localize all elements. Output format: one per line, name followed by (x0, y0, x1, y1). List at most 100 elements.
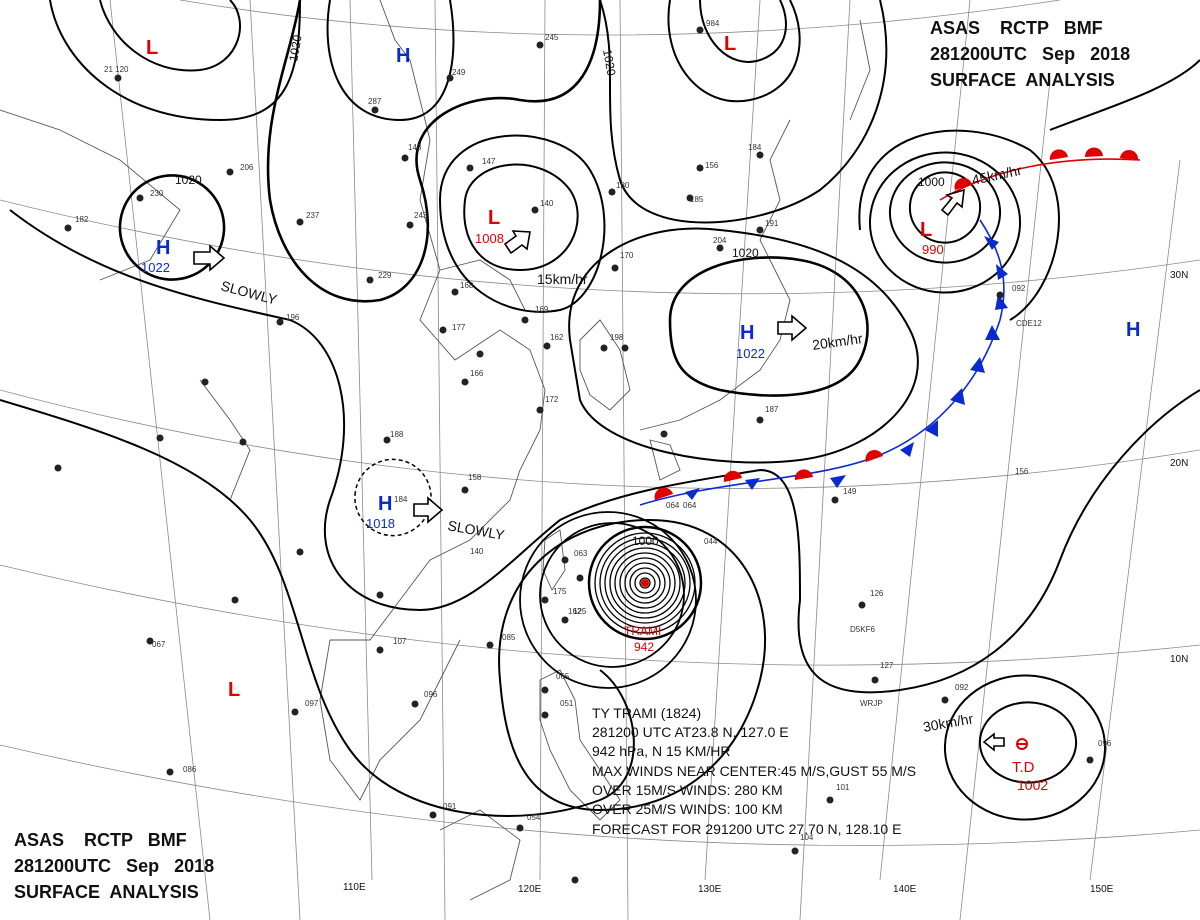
bulletin-line: TY TRAMI (1824) (592, 705, 701, 721)
lon-label: 120E (518, 884, 542, 895)
station-label: 156 (1015, 467, 1029, 476)
low-center-letter: L (724, 33, 736, 55)
station-label: 249 (452, 68, 466, 77)
station-label: D5KF6 (850, 625, 875, 634)
bulletin-line: MAX WINDS NEAR CENTER:45 M/S,GUST 55 M/S (592, 763, 916, 779)
motion-label: SLOWLY (219, 277, 279, 307)
central-pressure: 1008 (475, 231, 504, 246)
station-label: 065 (556, 672, 570, 681)
central-pressure: 1022 (736, 346, 765, 361)
motion-arrow-icon (940, 188, 965, 217)
central-pressures: 1022 1008 1022 990 1018 (141, 231, 944, 531)
typhoon-center: TRAMI 942 (624, 579, 661, 654)
station-label: 086 (183, 765, 197, 774)
coast-japan (639, 119, 791, 431)
isobar-990-4 (858, 129, 1060, 321)
station-label: 127 (880, 661, 894, 670)
station-label: 126 (870, 589, 884, 598)
coast-west (0, 109, 251, 501)
header-top-right: ASAS RCTP BMF 281200UTC Sep 2018 SURFACE… (930, 18, 1130, 90)
parallel-40n (179, 0, 1061, 36)
station-label: 140 (470, 547, 484, 556)
coast-indochina (319, 639, 461, 801)
station-label: 287 (368, 97, 382, 106)
motion-arrow-icon (193, 244, 226, 272)
station-label: WRJP (860, 699, 883, 708)
station-label: 147 (482, 157, 496, 166)
meridian-135e (799, 0, 851, 920)
station-label: 140 (540, 199, 554, 208)
high-center-letter: H (156, 237, 170, 259)
coast-philippines (539, 669, 621, 821)
station-label: 230 (150, 189, 164, 198)
high-center-letter: H (1126, 319, 1140, 341)
station-label: 166 (470, 369, 484, 378)
station-label: 188 (390, 430, 404, 439)
motion-arrow-icon (982, 732, 1005, 752)
bulletin-line: 281200 UTC AT23.8 N, 127.0 E (592, 724, 789, 740)
motion-label: 30km/hr (922, 710, 975, 735)
station-label: 054 (527, 813, 541, 822)
meridian-110e (349, 0, 373, 881)
high-center-letter: H (396, 45, 410, 67)
isobar-ne-low-inner (699, 0, 787, 63)
lat-label: 20N (1170, 458, 1188, 469)
station-labels: 21 120 245 984 249 287 156 184 206 148 147 180 185 2… (75, 19, 1112, 842)
station-label: 064 (683, 501, 697, 510)
isobar-far-northwest (49, 0, 301, 122)
header-line: SURFACE ANALYSIS (14, 882, 199, 902)
parallel-20n (0, 389, 1200, 489)
station-label: 101 (836, 783, 850, 792)
isobar-td-2 (943, 674, 1107, 821)
isobar-typhoon-outer (498, 518, 767, 812)
station-label: 096 (424, 690, 438, 699)
meridian-105e (249, 0, 301, 920)
station-label: 206 (240, 163, 254, 172)
typhoon-pressure: 942 (634, 640, 654, 654)
station-label: 198 (610, 333, 624, 342)
header-bottom-left: ASAS RCTP BMF 281200UTC Sep 2018 SURFACE… (14, 830, 214, 902)
parallel-30n (0, 199, 1200, 295)
station-label: 243 (414, 211, 428, 220)
central-pressure: 1022 (141, 260, 170, 275)
low-center-letter: L (920, 219, 932, 241)
station-label: 182 (75, 215, 89, 224)
motion-arrow-icon (777, 314, 808, 342)
central-pressure: 1018 (366, 516, 395, 531)
high-center-letter: H (740, 322, 754, 344)
station-label: 169 (535, 305, 549, 314)
typhoon-bulletin: TY TRAMI (1824) 281200 UTC AT23.8 N, 127… (592, 705, 916, 837)
coast-kyushu (649, 439, 681, 481)
isobar-1008-low (463, 163, 579, 272)
motion-labels: SLOWLY 15km/hr 20km/hr 45km/hr SLOWLY 30… (219, 162, 1023, 735)
td-pressure: 1002 (1017, 777, 1048, 793)
station-label: 237 (306, 211, 320, 220)
station-label: 187 (765, 405, 779, 414)
station-label: 162 (568, 607, 582, 616)
station-label: 180 (616, 181, 630, 190)
motion-label: 15km/hr (537, 271, 588, 287)
typhoon-center-icon (641, 579, 649, 587)
station-label: 091 (443, 802, 457, 811)
lon-label: 110E (343, 882, 366, 893)
station-label: 196 (286, 313, 300, 322)
station-label: 21 120 (104, 65, 129, 74)
header-line: ASAS RCTP BMF (930, 18, 1103, 38)
isobar-northwest-high (118, 174, 226, 281)
low-center-letter: L (488, 207, 500, 229)
lon-label: 130E (698, 884, 722, 895)
station-label: 149 (843, 487, 857, 496)
station-label: 245 (545, 33, 559, 42)
isobar-label: 1020 (600, 48, 618, 77)
parallel-10n (0, 564, 1200, 666)
station-label: 063 (574, 549, 588, 558)
station-markers (54, 26, 1094, 884)
station-label: 162 (550, 333, 564, 342)
header-line: 281200UTC Sep 2018 (14, 856, 214, 876)
station-label: 051 (560, 699, 574, 708)
warm-front-ne (939, 158, 1141, 201)
motion-arrows (193, 188, 1005, 752)
axis-labels: 110E 120E 130E 140E 150E 30N 20N 10N (343, 270, 1188, 895)
